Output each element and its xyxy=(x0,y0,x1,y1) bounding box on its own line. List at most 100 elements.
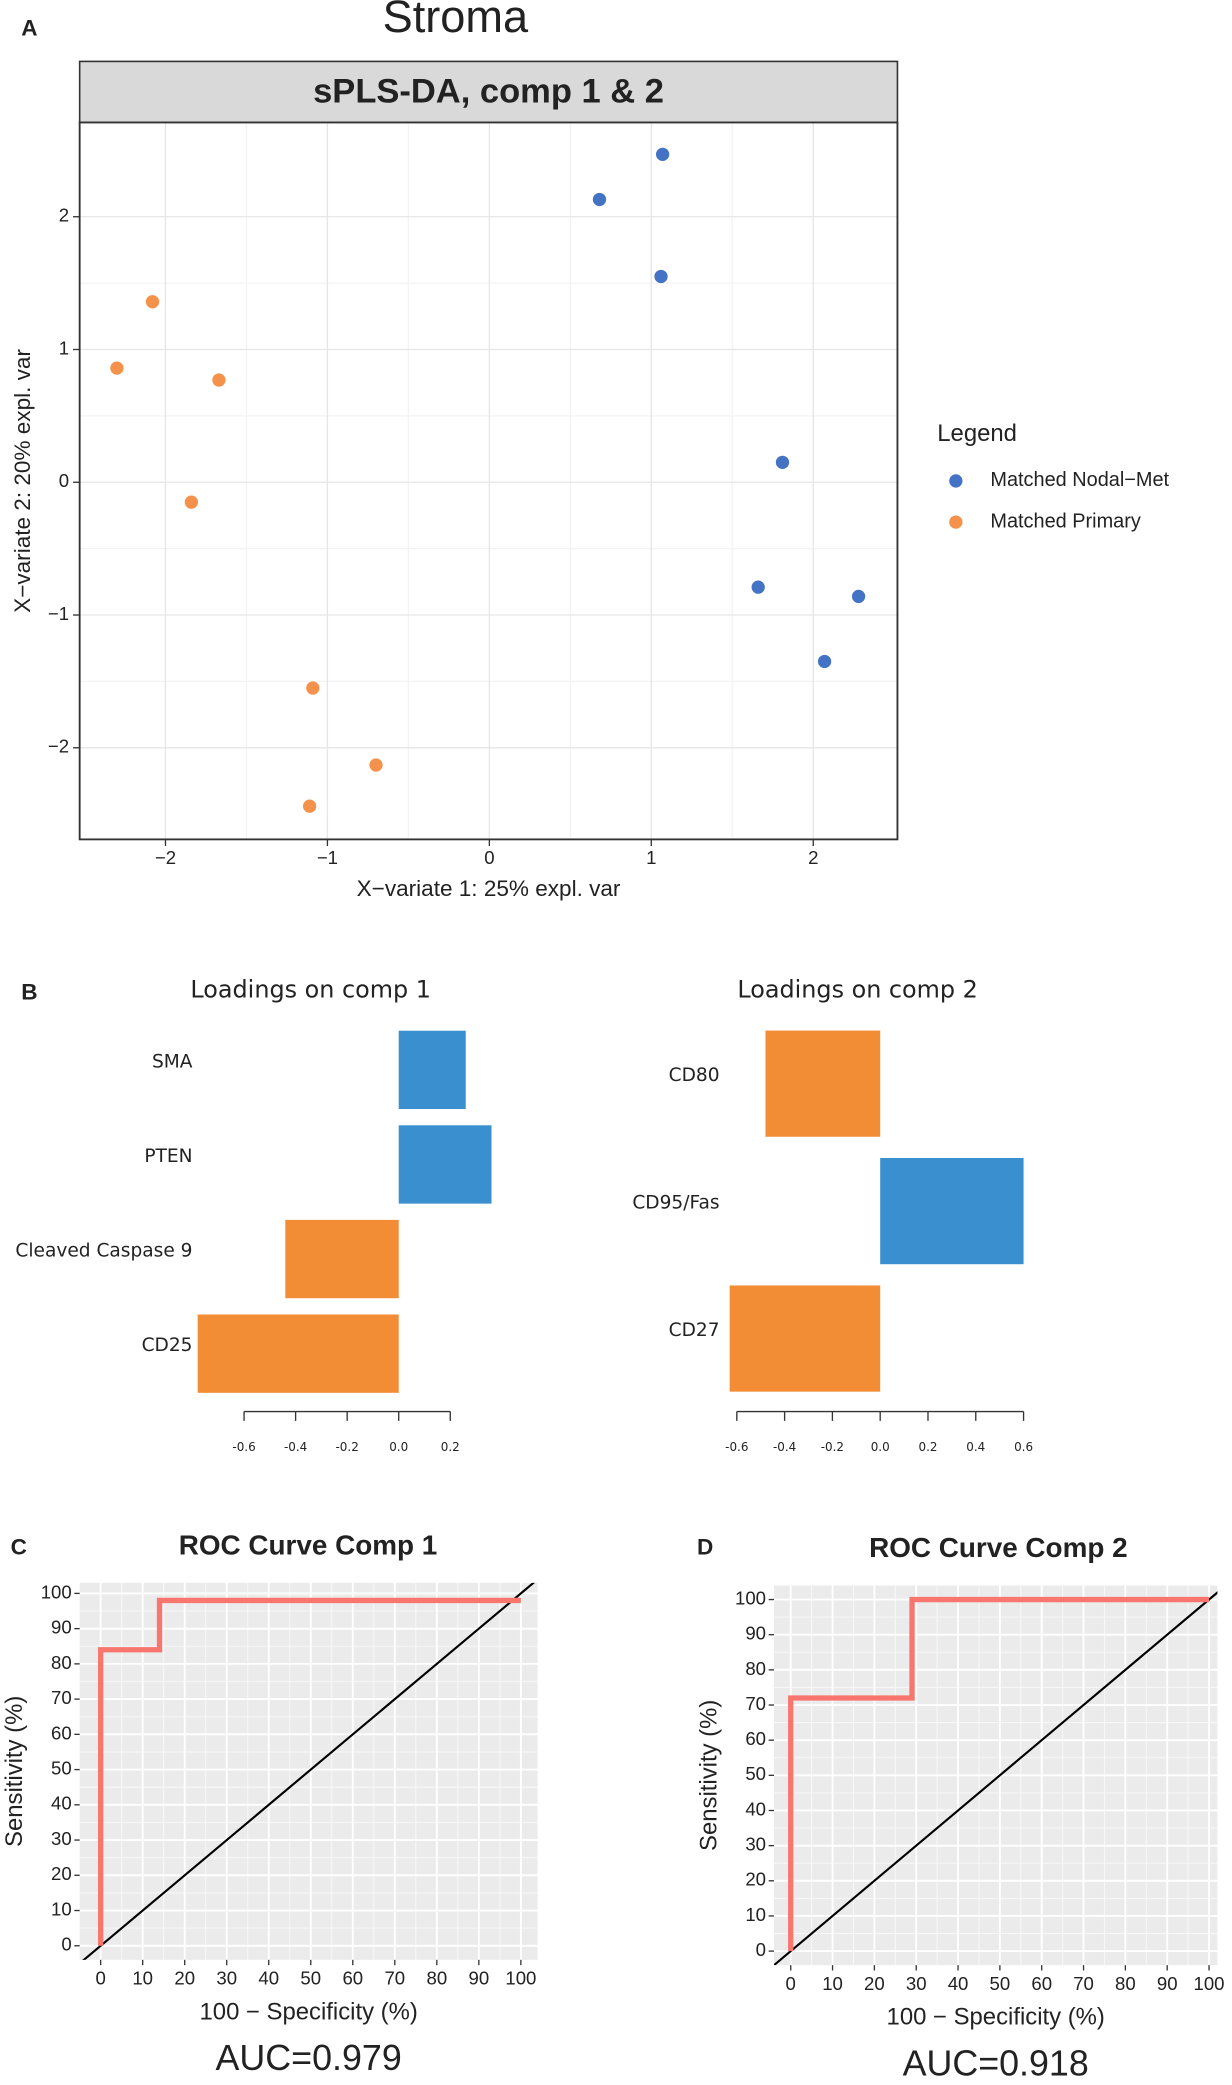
y-tick-label: 100 xyxy=(41,1581,72,1602)
x-tick-label: -0.2 xyxy=(821,1440,844,1454)
x-tick-label: 0.6 xyxy=(1014,1440,1033,1454)
x-tick-label: 30 xyxy=(216,1968,237,1989)
y-tick-label: 0 xyxy=(61,1934,71,1955)
category-label: CD27 xyxy=(669,1320,720,1341)
panel-label: A xyxy=(21,16,37,41)
plot-background xyxy=(79,122,898,840)
x-tick-label: -0.6 xyxy=(232,1440,255,1454)
x-tick-label: 100 xyxy=(505,1968,536,1989)
roc-curve xyxy=(98,1597,521,1946)
x-tick-label: 2 xyxy=(808,847,818,868)
x-tick-label: 0.0 xyxy=(871,1440,890,1454)
y-tick-label: 30 xyxy=(51,1828,72,1849)
bar xyxy=(765,1030,881,1137)
point xyxy=(306,681,320,695)
y-tick-label: 20 xyxy=(51,1863,72,1884)
y-tick-label: 80 xyxy=(745,1658,766,1679)
x-tick-label: -0.4 xyxy=(284,1440,307,1454)
y-tick-label: 40 xyxy=(745,1798,766,1819)
panel-label: C xyxy=(11,1534,27,1559)
x-tick-label: -0.4 xyxy=(773,1440,796,1454)
y-tick-label: 90 xyxy=(51,1617,72,1638)
x-tick-label: 70 xyxy=(1073,1973,1094,1994)
x-tick-label: 0.4 xyxy=(966,1440,985,1454)
annotation: AUC=0.918 xyxy=(903,2044,1089,2084)
x-tick-label: 50 xyxy=(300,1968,321,1989)
plot-border xyxy=(78,121,899,841)
x-tick-label: 80 xyxy=(1115,1973,1136,1994)
panel-label: D xyxy=(697,1534,713,1559)
chart-title: Stroma xyxy=(383,0,529,42)
x-tick-label: −1 xyxy=(317,847,338,868)
point xyxy=(145,295,160,309)
x-tick-label: 0 xyxy=(484,847,494,868)
x-tick-label: 20 xyxy=(864,1973,885,1994)
x-tick-label: 60 xyxy=(1031,1973,1052,1994)
point xyxy=(751,580,765,594)
bar xyxy=(880,1158,1024,1265)
point xyxy=(302,799,317,813)
x-tick-label: -0.6 xyxy=(725,1440,748,1454)
x-tick-label: 40 xyxy=(948,1973,969,1994)
y-tick-label: 90 xyxy=(745,1623,766,1644)
x-axis-label: 100 − Specificity (%) xyxy=(200,1998,418,2025)
legend-label: Matched Nodal−Met xyxy=(990,469,1169,491)
point xyxy=(851,589,866,604)
x-tick-label: 0.2 xyxy=(441,1440,460,1454)
legend-label: Matched Primary xyxy=(990,510,1140,532)
legend-swatch xyxy=(949,515,963,529)
legend-swatch xyxy=(949,474,963,488)
strip xyxy=(78,60,899,124)
y-tick-label: 50 xyxy=(51,1757,72,1778)
reference-diagonal xyxy=(82,1582,536,1960)
y-tick-label: 20 xyxy=(745,1869,766,1890)
y-tick-label: 60 xyxy=(745,1728,766,1749)
y-axis-label: Sensitivity (%) xyxy=(1,1696,28,1847)
category-label: CD95/Fas xyxy=(632,1193,719,1214)
x-tick-label: 70 xyxy=(384,1968,405,1989)
x-tick-label: 80 xyxy=(426,1968,447,1989)
bar xyxy=(398,1030,466,1110)
x-tick-label: −2 xyxy=(155,847,176,868)
subtitle: sPLS-DA, comp 1 & 2 xyxy=(313,72,664,110)
x-tick-label: -0.2 xyxy=(336,1440,359,1454)
y-tick-label: 0 xyxy=(756,1939,766,1960)
annotation: AUC=0.979 xyxy=(216,2038,402,2078)
point xyxy=(655,147,670,161)
y-tick-label: 30 xyxy=(745,1834,766,1855)
y-tick-label: 60 xyxy=(51,1722,72,1743)
y-tick-label: −1 xyxy=(48,603,69,624)
x-tick-label: 90 xyxy=(469,1968,490,1989)
x-tick-label: 40 xyxy=(258,1968,279,1989)
y-tick-label: 10 xyxy=(745,1904,766,1925)
panel-label: B xyxy=(21,979,37,1004)
y-tick-label: 70 xyxy=(51,1687,72,1708)
x-tick-label: 10 xyxy=(822,1973,843,1994)
x-axis-label: X−variate 1: 25% expl. var xyxy=(357,876,621,901)
category-label: PTEN xyxy=(144,1146,192,1167)
point xyxy=(817,654,832,669)
x-tick-label: 0.0 xyxy=(389,1440,408,1454)
x-tick-label: 10 xyxy=(132,1968,153,1989)
chart-title: Loadings on comp 1 xyxy=(190,976,430,1004)
category-label: Cleaved Caspase 9 xyxy=(15,1241,192,1262)
x-tick-label: 20 xyxy=(174,1968,195,1989)
chart-title: ROC Curve Comp 2 xyxy=(869,1532,1128,1563)
x-tick-label: 60 xyxy=(342,1968,363,1989)
y-axis-label: X−variate 2: 20% expl. var xyxy=(10,349,35,613)
point xyxy=(775,455,790,469)
bar xyxy=(197,1314,399,1393)
point xyxy=(110,361,124,375)
bar xyxy=(398,1125,492,1204)
roc-curve xyxy=(788,1596,1210,1952)
point xyxy=(184,495,199,509)
legend-title: Legend xyxy=(937,420,1017,447)
y-tick-label: 50 xyxy=(745,1763,766,1784)
y-tick-label: −2 xyxy=(48,736,69,757)
x-tick-label: 100 xyxy=(1194,1973,1225,1994)
point xyxy=(369,758,383,772)
bar xyxy=(285,1219,399,1299)
point xyxy=(592,192,607,207)
x-tick-label: 0.2 xyxy=(918,1440,937,1454)
y-tick-label: 10 xyxy=(51,1898,72,1919)
